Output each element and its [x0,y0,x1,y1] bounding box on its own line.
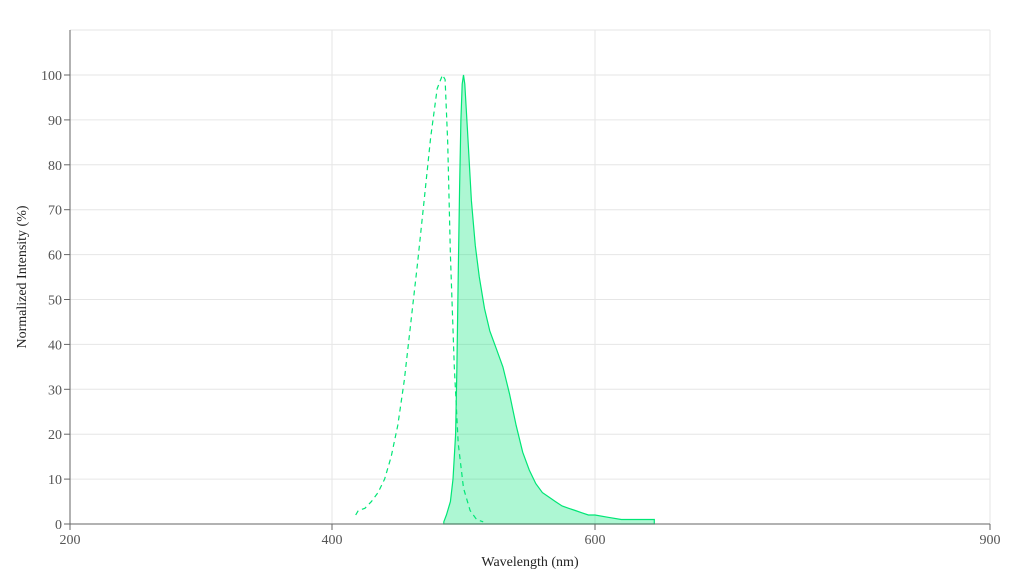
x-tick-label: 600 [585,533,606,548]
y-tick-label: 60 [48,249,62,264]
x-tick-label: 400 [322,533,343,548]
y-tick-label: 40 [48,338,62,353]
y-tick-label: 10 [48,473,62,488]
x-axis-ticks: 200 400 600 900 [60,524,1001,548]
y-tick-label: 80 [48,159,62,174]
y-tick-label: 100 [41,69,62,84]
y-tick-label: 0 [55,518,62,533]
y-tick-label: 30 [48,383,62,398]
grid-lines [70,29,991,524]
y-axis-ticks: 0 10 20 30 40 50 60 70 80 90 100 [41,69,70,533]
plot-series [355,73,655,525]
y-tick-label: 20 [48,428,62,443]
x-tick-label: 900 [980,533,1001,548]
y-axis-title: Normalized Intensity (%) [15,205,30,348]
y-tick-label: 90 [48,114,62,129]
y-tick-label: 70 [48,204,62,219]
excitation-line [355,73,484,523]
emission-area [443,74,655,525]
x-tick-label: 200 [60,533,81,548]
y-tick-label: 50 [48,294,62,309]
x-axis-title: Wavelength (nm) [481,555,579,570]
